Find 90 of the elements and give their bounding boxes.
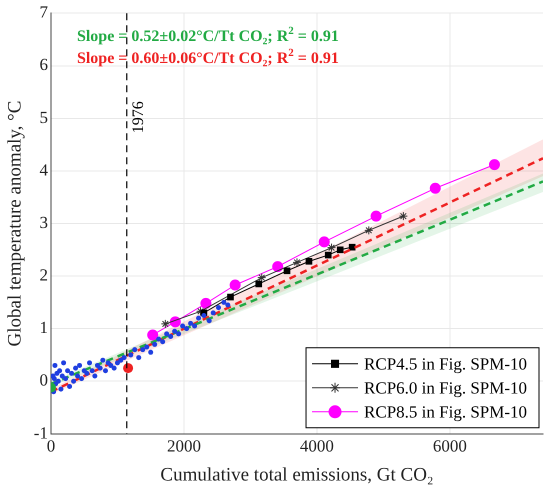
point bbox=[87, 360, 92, 366]
legend-label: RCP8.5 in Fig. SPM-10 bbox=[364, 402, 528, 422]
point bbox=[201, 313, 206, 318]
point bbox=[84, 370, 90, 376]
point bbox=[284, 267, 290, 274]
point bbox=[196, 316, 202, 321]
point bbox=[144, 344, 150, 350]
point bbox=[156, 336, 162, 342]
point bbox=[100, 358, 106, 363]
point bbox=[257, 273, 266, 282]
point bbox=[206, 318, 212, 324]
point bbox=[230, 280, 241, 291]
point bbox=[56, 378, 61, 384]
point bbox=[176, 331, 182, 336]
legend-label: RCP4.5 in Fig. SPM-10 bbox=[364, 354, 528, 374]
y-axis-title: Global temperature anomaly, °C bbox=[4, 100, 26, 346]
point bbox=[98, 366, 103, 371]
point bbox=[152, 342, 158, 347]
point bbox=[114, 360, 120, 366]
annotation: 1976 bbox=[130, 101, 147, 134]
point bbox=[272, 261, 284, 272]
y-tick-label: 6 bbox=[39, 55, 48, 74]
point bbox=[160, 339, 166, 344]
point bbox=[255, 280, 262, 288]
point bbox=[52, 362, 58, 368]
point bbox=[221, 300, 226, 305]
point bbox=[364, 226, 374, 235]
point bbox=[164, 331, 170, 336]
point bbox=[136, 355, 142, 360]
point bbox=[140, 347, 146, 352]
x-tick-label: 2000 bbox=[166, 436, 201, 456]
y-tick-label: 7 bbox=[39, 2, 48, 22]
x-axis-title: Cumulative total emissions, Gt CO₂ bbox=[160, 464, 434, 486]
point bbox=[112, 366, 117, 371]
y-tick-label: 1 bbox=[39, 318, 48, 338]
point bbox=[102, 368, 108, 374]
y-tick-label: 2 bbox=[39, 266, 48, 285]
point bbox=[75, 373, 80, 378]
legend-label: RCP6.0 in Fig. SPM-10 bbox=[364, 378, 528, 398]
point bbox=[123, 363, 134, 374]
point bbox=[306, 258, 312, 265]
point bbox=[122, 355, 127, 360]
point bbox=[216, 305, 222, 310]
point bbox=[336, 246, 344, 254]
point bbox=[128, 352, 134, 358]
point bbox=[398, 212, 408, 221]
point bbox=[188, 320, 194, 326]
y-tick-label: 3 bbox=[39, 212, 48, 232]
y-tick-label: 0 bbox=[39, 370, 48, 390]
point bbox=[172, 328, 178, 334]
point bbox=[57, 368, 62, 374]
point bbox=[192, 324, 198, 329]
point bbox=[69, 370, 74, 376]
point bbox=[71, 378, 76, 384]
point bbox=[79, 376, 84, 382]
x-tick-label: 4000 bbox=[300, 436, 334, 456]
point bbox=[160, 319, 170, 328]
point bbox=[318, 236, 330, 248]
point bbox=[92, 373, 98, 378]
point bbox=[90, 368, 95, 374]
point bbox=[147, 329, 158, 340]
point bbox=[430, 182, 441, 194]
point bbox=[292, 258, 302, 267]
y-tick-label: -1 bbox=[34, 423, 48, 442]
point bbox=[58, 386, 64, 392]
point bbox=[370, 210, 382, 222]
point bbox=[67, 384, 72, 389]
y-tick-label: 5 bbox=[39, 108, 48, 127]
point bbox=[210, 310, 216, 316]
point bbox=[132, 347, 138, 352]
x-tick-label: 6000 bbox=[432, 436, 467, 456]
point bbox=[488, 159, 500, 170]
point bbox=[73, 366, 78, 371]
point bbox=[63, 376, 68, 382]
y-tick-label: 4 bbox=[39, 160, 48, 180]
point bbox=[60, 373, 65, 378]
point bbox=[108, 362, 114, 368]
point bbox=[324, 252, 332, 258]
point bbox=[225, 302, 230, 308]
point bbox=[148, 350, 154, 355]
point bbox=[180, 324, 186, 329]
point bbox=[200, 298, 212, 309]
point bbox=[227, 294, 234, 300]
point bbox=[168, 334, 174, 340]
point bbox=[184, 326, 190, 332]
point bbox=[65, 368, 70, 374]
point bbox=[52, 376, 57, 382]
point bbox=[77, 362, 82, 368]
point bbox=[327, 243, 336, 252]
point bbox=[61, 360, 66, 366]
